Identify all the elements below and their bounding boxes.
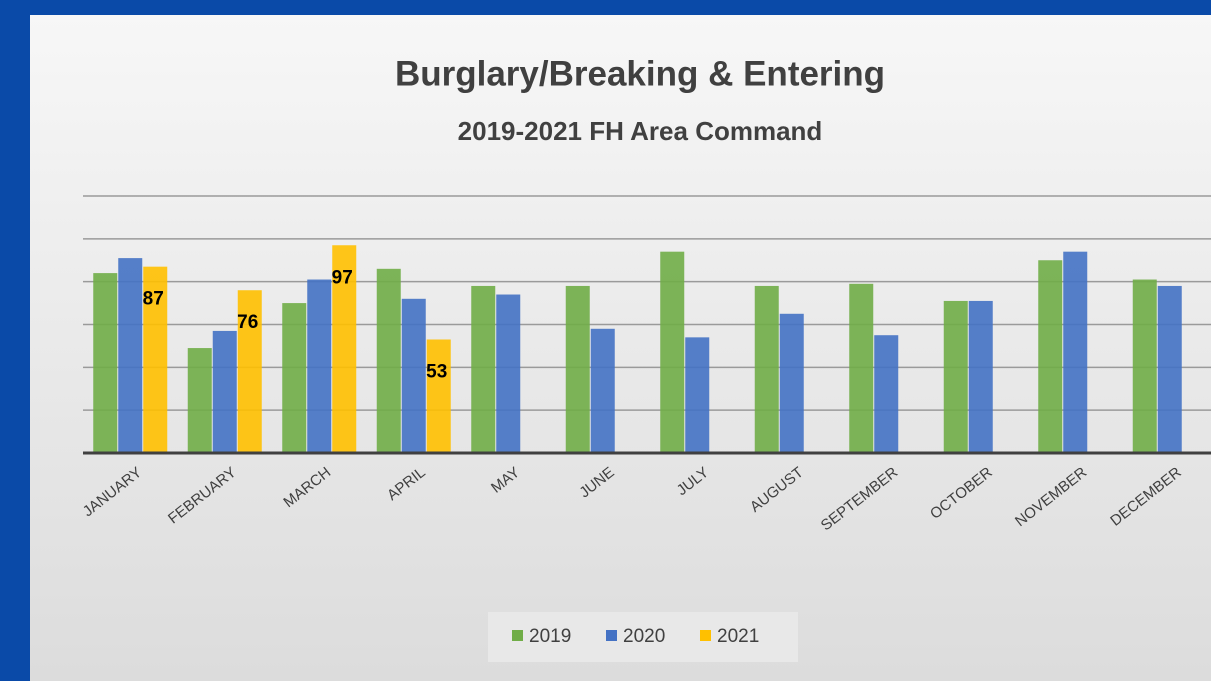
bar (685, 337, 710, 453)
bar (1038, 260, 1063, 453)
bar (943, 300, 968, 453)
chart-subtitle: 2019-2021 FH Area Command (458, 116, 823, 146)
bar (118, 258, 143, 453)
bar (1063, 251, 1088, 453)
x-tick-label: MARCH (280, 464, 334, 511)
bar (565, 285, 590, 453)
x-tick-label: SEPTEMBER (818, 464, 902, 534)
bar (779, 313, 804, 453)
legend-label: 2021 (717, 626, 759, 647)
x-tick-label: APRIL (384, 464, 429, 504)
x-tick-label: MAY (488, 464, 523, 497)
x-tick-label: JULY (674, 464, 713, 499)
data-label: 53 (426, 362, 447, 383)
bar (93, 273, 118, 453)
legend-swatch (606, 630, 617, 641)
bar (1157, 285, 1182, 453)
legend-label: 2019 (529, 626, 571, 647)
bar (968, 300, 993, 453)
bar (590, 328, 615, 453)
x-tick-label: FEBRUARY (165, 464, 240, 528)
legend-swatch (700, 630, 711, 641)
bar (332, 245, 357, 453)
data-label: 76 (237, 312, 258, 333)
x-tick-label: JUNE (576, 464, 617, 502)
bar (376, 268, 401, 453)
bar (307, 279, 332, 453)
bar (496, 294, 521, 453)
bar (401, 298, 426, 453)
bar (212, 330, 237, 453)
x-tick-label: DECEMBER (1107, 464, 1185, 530)
bar (660, 251, 685, 453)
chart-title: Burglary/Breaking & Entering (395, 54, 885, 93)
bar (1132, 279, 1157, 453)
x-tick-label: JANUARY (80, 464, 145, 520)
legend-swatch (512, 630, 523, 641)
bar (849, 283, 874, 453)
x-tick-label: AUGUST (747, 464, 807, 516)
bar (471, 285, 496, 453)
x-tick-label: NOVEMBER (1012, 464, 1090, 530)
bar (237, 290, 262, 453)
legend-label: 2020 (623, 626, 665, 647)
bar (754, 285, 779, 453)
bar (187, 348, 212, 453)
bar (874, 335, 899, 453)
data-label: 87 (143, 289, 164, 310)
x-tick-label: OCTOBER (927, 464, 996, 523)
legend-box (488, 612, 798, 662)
bar (143, 266, 168, 453)
bar (426, 339, 451, 453)
data-label: 97 (332, 267, 353, 288)
bar (282, 303, 307, 453)
